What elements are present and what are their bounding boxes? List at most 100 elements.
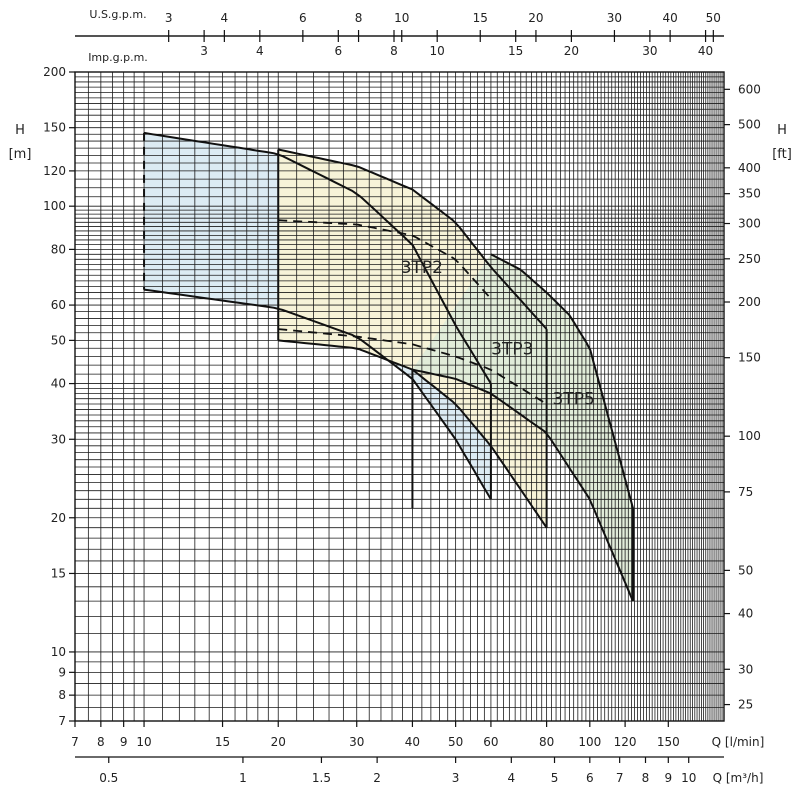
- y-tick-label-right: 40: [738, 607, 753, 621]
- x-tick-label-impgpm: 4: [256, 44, 264, 58]
- x-tick-label-lmin: 80: [539, 735, 554, 749]
- y-tick-label-right: 75: [738, 485, 753, 499]
- x-tick-label-usgpm: 10: [394, 11, 409, 25]
- x-tick-label-usgpm: 8: [355, 11, 363, 25]
- x-tick-label-usgpm: 3: [165, 11, 173, 25]
- series-label-3tp3: 3TP3: [491, 339, 533, 359]
- x-tick-label-impgpm: 8: [390, 44, 398, 58]
- bottom-axis-m3h: 0.5 1 1.5 2 3 4 5 6 7 8 9 10: [75, 756, 724, 785]
- x-tick-label-impgpm: 40: [698, 44, 713, 58]
- x-tick-label-m3h: 2: [373, 771, 381, 785]
- x-tick-label-impgpm: 30: [642, 44, 657, 58]
- x-tick-label-m3h: 3: [452, 771, 460, 785]
- x-tick-label-m3h: 0.5: [99, 771, 118, 785]
- y-tick-label-right: 600: [738, 82, 761, 96]
- curve-upper-3tp5: [490, 253, 634, 509]
- x-tick-label-usgpm: 30: [607, 11, 622, 25]
- x-tick-label-lmin: 30: [349, 735, 364, 749]
- plot-frame: [74, 71, 725, 722]
- right-axis-ft: 25 30 40 50 75 100 150 200 250 300 350 400 500 600: [724, 82, 761, 712]
- x-tick-label-m3h: 7: [616, 771, 624, 785]
- y-tick-label-left: 80: [51, 242, 66, 256]
- y-tick-label-left: 15: [51, 566, 66, 580]
- bottom-axis-lmin: 7 8 9 10 15 20 30 40 50 60 80 100 120 150: [71, 721, 680, 749]
- x-tick-label-usgpm: 40: [662, 11, 677, 25]
- x-tick-label-impgpm: 3: [200, 44, 208, 58]
- x-tick-label-m3h: 6: [586, 771, 594, 785]
- y-tick-label-left: 20: [51, 511, 66, 525]
- y-tick-label-right: 25: [738, 698, 753, 712]
- y-tick-label-left: 9: [58, 665, 66, 679]
- y-tick-label-right: 250: [738, 252, 761, 266]
- left-axis-m: 7 8 9 10 15 20 30 40 50 60 80 100 120 150 200: [43, 65, 75, 728]
- x-tick-label-usgpm: 4: [221, 11, 229, 25]
- performance-curves: [143, 131, 635, 602]
- x-tick-label-lmin: 60: [483, 735, 498, 749]
- y-axis-right-title: H: [777, 123, 787, 138]
- y-tick-label-left: 150: [43, 121, 66, 135]
- y-tick-label-right: 300: [738, 217, 761, 231]
- y-tick-label-right: 400: [738, 161, 761, 175]
- y-tick-label-left: 60: [51, 298, 66, 312]
- x-tick-label-m3h: 4: [507, 771, 515, 785]
- y-axis-left-unit: [m]: [9, 147, 32, 162]
- x-tick-label-impgpm: 20: [564, 44, 579, 58]
- y-tick-label-right: 500: [738, 118, 761, 132]
- top-axis-1-label: U.S.g.p.m.: [89, 8, 146, 21]
- curve-dashed-3tp3: [278, 328, 548, 405]
- y-tick-label-right: 30: [738, 662, 753, 676]
- x-tick-label-usgpm: 20: [528, 11, 543, 25]
- y-tick-label-left: 200: [43, 65, 66, 79]
- y-axis-left-title: H: [15, 123, 25, 138]
- bottom-axis-1-label: Q [l/min]: [712, 735, 765, 749]
- y-tick-label-right: 100: [738, 429, 761, 443]
- bottom-axis-2-label: Q [m³/h]: [713, 771, 764, 785]
- x-tick-label-lmin: 9: [120, 735, 128, 749]
- curve-lower-3tp2: [143, 288, 492, 500]
- y-axis-right-unit: [ft]: [772, 147, 792, 162]
- x-tick-label-lmin: 150: [657, 735, 680, 749]
- curve-upper-3tp2: [143, 131, 492, 385]
- y-tick-label-right: 200: [738, 295, 761, 309]
- series-label-3tp2: 3TP2: [401, 258, 443, 278]
- y-tick-label-left: 7: [58, 714, 66, 728]
- curve-upper-3tp3: [277, 148, 548, 330]
- x-tick-label-lmin: 10: [136, 735, 151, 749]
- y-tick-label-left: 100: [43, 199, 66, 213]
- x-tick-label-lmin: 7: [71, 735, 79, 749]
- x-tick-label-m3h: 1.5: [312, 771, 331, 785]
- plot-grid: [74, 71, 725, 722]
- x-tick-label-m3h: 10: [681, 771, 696, 785]
- x-tick-label-lmin: 120: [614, 735, 637, 749]
- model-labels: 3TP2 3TP3 3TP5: [401, 258, 595, 410]
- x-tick-label-impgpm: 15: [508, 44, 523, 58]
- y-tick-label-left: 10: [51, 645, 66, 659]
- y-tick-label-left: 8: [58, 688, 66, 702]
- x-tick-label-m3h: 9: [664, 771, 672, 785]
- top-axis-impgpm: 3 4 6 8 10 15 20 30 40: [75, 30, 724, 58]
- x-tick-label-lmin: 20: [271, 735, 286, 749]
- x-tick-label-usgpm: 6: [299, 11, 307, 25]
- y-tick-label-left: 40: [51, 377, 66, 391]
- x-tick-label-usgpm: 15: [473, 11, 488, 25]
- y-tick-label-left: 30: [51, 432, 66, 446]
- curve-dashed-3tp2: [278, 219, 492, 300]
- y-tick-label-right: 350: [738, 187, 761, 201]
- top-axis-usgpm: 3 4 6 8 10 15 20 30 40 50: [75, 11, 724, 42]
- x-tick-label-lmin: 100: [578, 735, 601, 749]
- x-tick-label-impgpm: 10: [430, 44, 445, 58]
- curve-lower-3tp5: [412, 368, 634, 602]
- x-tick-label-usgpm: 50: [706, 11, 721, 25]
- y-tick-label-right: 50: [738, 563, 753, 577]
- x-tick-label-m3h: 1: [239, 771, 247, 785]
- y-tick-label-left: 50: [51, 333, 66, 347]
- x-tick-label-lmin: 8: [97, 735, 105, 749]
- operating-ranges: [144, 132, 633, 602]
- x-tick-label-lmin: 50: [448, 735, 463, 749]
- y-tick-label-right: 150: [738, 351, 761, 365]
- x-tick-label-m3h: 8: [642, 771, 650, 785]
- y-tick-label-left: 120: [43, 164, 66, 178]
- x-tick-label-impgpm: 6: [334, 44, 342, 58]
- x-tick-label-m3h: 5: [551, 771, 559, 785]
